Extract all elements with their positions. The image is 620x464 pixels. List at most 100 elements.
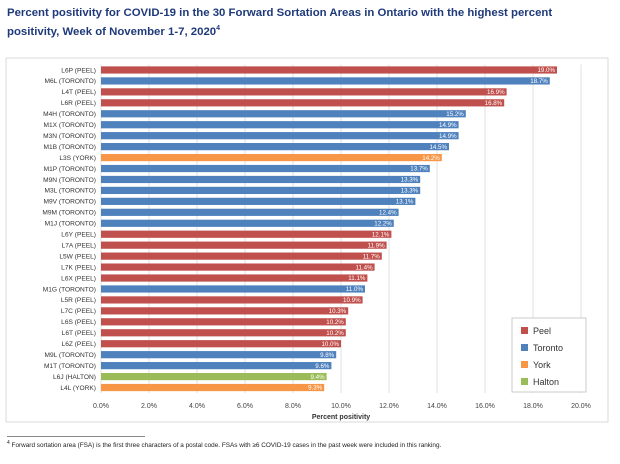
data-label: 11.4% [356,264,374,271]
bar [101,132,459,140]
footnote-divider [7,436,145,437]
x-tick-labels: 0.0% 2.0% 4.0% 6.0% 8.0% 10.0% 12.0% 14.0% 16.0%… [93,403,591,410]
category-label: L7A (PEEL) [62,242,96,249]
bar [101,77,550,85]
x-tick-label: 16.0% [475,403,495,410]
x-tick-label: 10.0% [331,403,351,410]
bar [101,88,507,96]
legend-swatch [521,344,528,351]
bar [101,307,349,315]
bar [101,340,341,348]
footnote-text: Forward sortation area (FSA) is the firs… [9,442,442,450]
category-label: M9V (TORONTO) [43,199,96,206]
legend-swatch [521,378,528,385]
category-label: M1J (TORONTO) [45,221,96,228]
legend-label: Peel [533,326,551,336]
bar [101,99,505,107]
category-label: L5R (PEEL) [61,297,96,304]
data-labels: 19.0% 18.7% 16.9% 16.8% 15.2% 14.9% 14.9% 14.5%… [308,67,555,392]
category-label: L4L (YORK) [60,385,96,392]
category-label: L6J (HALTON) [53,374,96,381]
category-label: L6X (PEEL) [61,275,96,282]
bar [101,175,421,184]
data-label: 14.5% [429,144,447,151]
data-label: 9.8% [320,352,335,359]
data-label: 9.4% [310,374,325,381]
x-axis-label: Percent positivity [312,414,370,421]
category-label: M9M (TORONTO) [42,210,96,217]
bar [101,66,557,74]
bar [101,110,466,118]
data-label: 10.2% [326,319,344,326]
x-tick-label: 20.0% [571,403,591,410]
category-label: L6P (PEEL) [61,67,96,74]
data-label: 14.9% [439,122,457,129]
legend-swatch [521,361,528,368]
category-label: M9L (TORONTO) [44,352,96,359]
footnote: 4 Forward sortation area (FSA) is the fi… [7,440,441,449]
category-label: M3L (TORONTO) [44,188,96,195]
title-footnote-marker: 4 [216,25,221,32]
category-label: L6T (PEEL) [62,330,96,337]
bar [101,329,346,337]
bar [101,121,459,129]
data-label: 15.2% [446,111,464,118]
bar [101,143,449,151]
legend-label: Halton [533,377,559,387]
category-label: L6R (PEEL) [61,100,96,107]
category-label: L7C (PEEL) [61,308,96,315]
bar [101,186,421,195]
x-tick-label: 18.0% [523,403,543,410]
data-label: 14.2% [422,155,440,162]
data-label: 11.0% [346,286,364,293]
x-tick-label: 0.0% [93,403,109,410]
bar [101,383,325,392]
bar [101,241,387,249]
bars [101,66,557,392]
plot-area-border [5,57,609,423]
legend-label: Toronto [533,343,563,353]
category-label: M6L (TORONTO) [44,78,96,85]
bar [101,230,392,238]
category-label: M1T (TORONTO) [44,363,96,370]
x-tick-label: 6.0% [237,403,253,410]
bar [101,362,332,370]
data-label: 10.2% [326,330,344,337]
category-label: M1P (TORONTO) [44,166,96,173]
x-tick-label: 4.0% [189,403,205,410]
category-label: M4H (TORONTO) [43,111,96,118]
category-label: M1X (TORONTO) [43,122,96,129]
footnote-marker: 4 [7,440,10,446]
category-label: L3S (YORK) [59,155,96,162]
data-label: 13.3% [401,177,419,184]
legend-swatch [521,327,528,334]
category-label: M3N (TORONTO) [43,133,96,140]
data-label: 9.6% [315,363,330,370]
data-label: 10.0% [321,341,339,348]
x-tick-label: 12.0% [379,403,399,410]
data-label: 16.8% [485,100,503,107]
chart-title-text: Percent positivity for COVID-19 in the 3… [7,7,553,38]
bar [101,318,346,326]
data-label: 19.0% [537,67,555,74]
bar [101,351,337,359]
gridlines [100,64,582,393]
data-label: 13.3% [401,188,419,195]
category-label: M1G (TORONTO) [43,286,96,293]
bar [101,197,416,205]
x-tick-label: 2.0% [141,403,157,410]
data-label: 9.3% [308,385,323,392]
data-label: 14.9% [439,133,457,140]
bar [101,208,399,216]
bar [101,153,442,162]
data-label: 11.1% [348,275,366,282]
bar [101,219,394,227]
legend-items: Peel Toronto York Halton [521,326,563,387]
x-tick-label: 14.0% [427,403,447,410]
data-label: 12.4% [379,210,397,217]
data-label: 10.3% [329,308,347,315]
data-label: 18.7% [530,78,548,85]
bar [101,296,363,304]
bar [101,263,375,271]
data-label: 13.1% [396,199,414,206]
